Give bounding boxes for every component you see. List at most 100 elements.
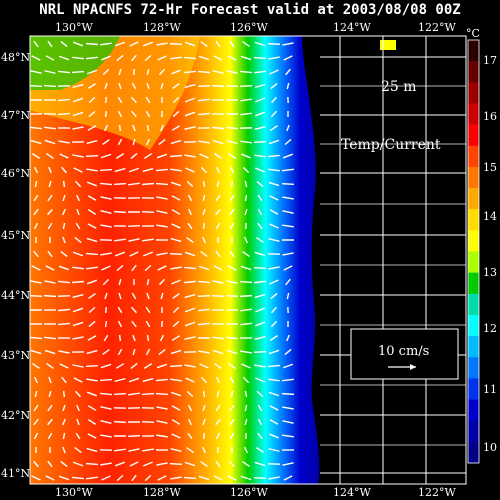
- current-arrow: [100, 462, 112, 466]
- current-arrow: [86, 168, 98, 172]
- current-arrow: [244, 180, 248, 188]
- current-arrow: [268, 364, 280, 368]
- current-arrow: [88, 83, 96, 89]
- current-arrow: [200, 40, 208, 48]
- current-arrow: [244, 418, 248, 426]
- current-arrow: [58, 475, 70, 481]
- current-arrow: [171, 419, 181, 425]
- current-arrow: [62, 208, 66, 216]
- current-arrow: [171, 279, 181, 285]
- current-arrow: [199, 363, 209, 369]
- current-arrow: [226, 336, 238, 340]
- lat-tick: 45°N: [1, 229, 31, 242]
- current-arrow: [100, 252, 112, 256]
- current-arrow: [33, 208, 39, 216]
- current-arrow: [171, 433, 181, 439]
- current-arrow: [72, 126, 84, 130]
- current-arrow: [156, 392, 168, 396]
- current-arrow: [285, 278, 291, 286]
- current-arrow: [157, 265, 167, 271]
- current-arrow: [270, 110, 278, 118]
- current-arrow: [268, 349, 280, 355]
- current-arrow: [215, 208, 221, 216]
- current-arrow: [213, 475, 223, 481]
- current-arrow: [29, 84, 43, 88]
- current-arrow: [254, 83, 266, 89]
- current-arrow: [145, 306, 151, 314]
- current-arrow: [171, 335, 181, 341]
- current-arrow: [282, 392, 294, 396]
- current-arrow: [86, 69, 98, 75]
- current-arrow: [257, 208, 263, 216]
- current-arrow: [226, 349, 238, 355]
- current-arrow: [86, 391, 98, 397]
- current-arrow: [257, 222, 263, 230]
- current-arrow: [271, 306, 277, 314]
- current-arrow: [100, 196, 112, 200]
- current-arrow: [102, 278, 110, 286]
- current-arrow: [114, 210, 126, 214]
- current-arrow: [87, 335, 97, 341]
- current-arrow: [158, 68, 166, 76]
- current-arrow: [213, 55, 223, 61]
- current-arrow: [128, 224, 140, 228]
- current-arrow: [257, 418, 263, 426]
- current-arrow: [156, 182, 168, 186]
- current-arrow: [156, 196, 168, 200]
- current-arrow: [32, 363, 40, 369]
- current-arrow: [129, 461, 139, 467]
- current-arrow: [241, 153, 251, 159]
- current-arrow: [286, 82, 290, 90]
- current-arrow: [284, 348, 292, 356]
- current-arrow: [240, 280, 252, 284]
- current-arrow: [47, 404, 53, 412]
- current-arrow: [142, 41, 154, 47]
- current-arrow: [47, 432, 53, 440]
- current-arrow: [103, 124, 109, 132]
- current-arrow: [212, 336, 224, 340]
- current-arrow: [160, 124, 164, 132]
- current-arrow: [184, 307, 196, 313]
- current-arrow: [117, 348, 123, 356]
- current-arrow: [284, 138, 292, 146]
- current-arrow: [86, 447, 98, 453]
- current-arrow: [129, 41, 139, 47]
- current-arrow: [62, 236, 66, 244]
- current-arrow: [104, 292, 108, 300]
- current-arrow: [74, 446, 82, 454]
- colorbar-segment: [468, 441, 479, 464]
- current-arrow: [188, 208, 192, 216]
- current-arrow: [132, 138, 136, 146]
- current-arrow: [58, 265, 70, 271]
- current-arrow: [86, 378, 98, 382]
- current-arrow: [202, 208, 206, 216]
- current-arrow: [212, 70, 224, 74]
- current-arrow: [118, 334, 122, 342]
- current-arrow: [158, 138, 166, 146]
- current-arrow: [29, 295, 43, 297]
- current-arrow: [170, 42, 182, 46]
- current-arrow: [144, 54, 152, 62]
- colorbar-segment: [468, 314, 479, 337]
- current-arrow: [131, 54, 137, 62]
- current-arrow: [170, 364, 182, 368]
- current-arrow: [87, 209, 97, 215]
- current-arrow: [200, 250, 208, 258]
- current-arrow: [268, 168, 280, 172]
- current-arrow: [285, 68, 291, 76]
- current-arrow: [241, 363, 251, 369]
- current-arrow: [30, 349, 42, 355]
- current-arrow: [186, 446, 194, 454]
- current-arrow: [216, 180, 220, 188]
- current-arrow: [33, 40, 39, 48]
- colorbar-segment: [468, 40, 479, 62]
- field-label: Temp/Current: [341, 137, 441, 153]
- current-arrow: [102, 138, 110, 146]
- current-arrow: [171, 405, 181, 411]
- current-arrow: [197, 295, 211, 297]
- current-arrow: [184, 364, 196, 368]
- current-arrow: [31, 55, 41, 61]
- current-arrow: [47, 460, 53, 468]
- current-arrow: [240, 308, 252, 312]
- current-arrow: [72, 307, 84, 313]
